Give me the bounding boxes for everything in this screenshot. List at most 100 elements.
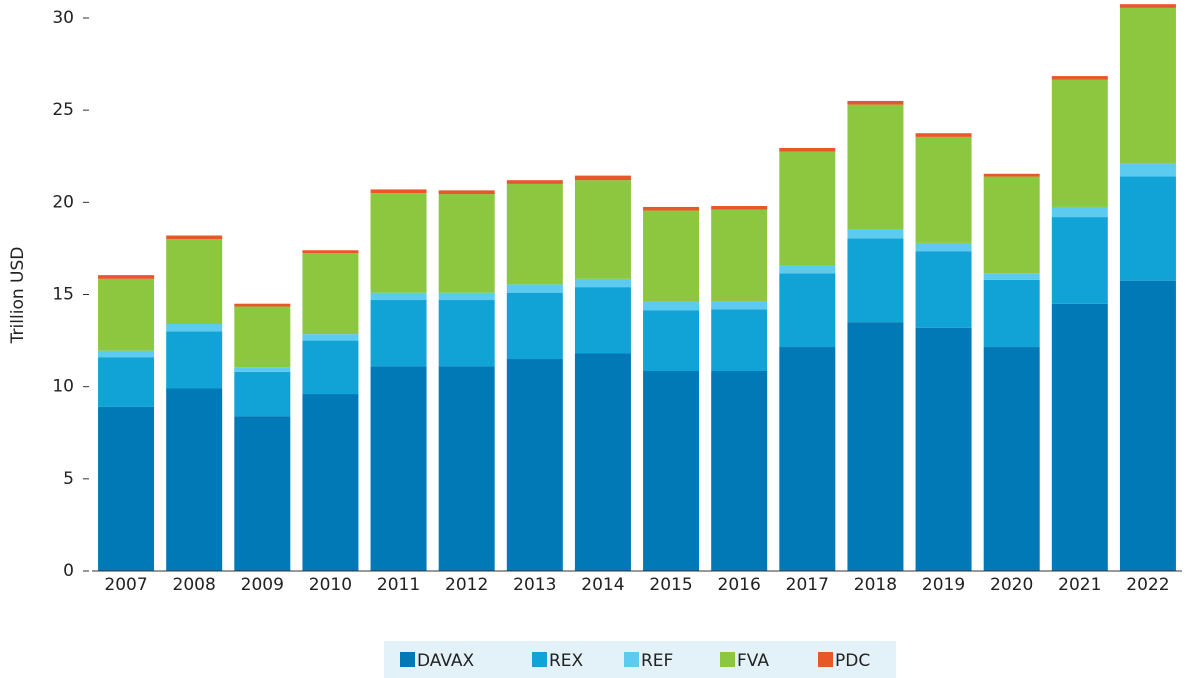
bar-segment — [915, 242, 972, 252]
legend-label: FVA — [737, 651, 769, 671]
bar-segment — [847, 229, 904, 239]
x-tick-label: 2008 — [173, 575, 216, 595]
bar-segment — [643, 210, 700, 302]
bar-segment — [370, 300, 427, 367]
bar-segment — [983, 173, 1040, 177]
bar-segment — [915, 136, 972, 243]
bar-segment — [166, 331, 223, 389]
bar-segment — [847, 322, 904, 571]
y-tick-label: 20 — [52, 192, 74, 212]
bar-segment — [234, 371, 291, 417]
y-tick-label: 25 — [52, 100, 74, 120]
bar-segment — [1119, 4, 1176, 8]
bar-segment — [506, 284, 563, 293]
x-tick-label: 2022 — [1126, 575, 1169, 595]
bar-segment — [1119, 280, 1176, 571]
bar-segment — [574, 278, 631, 288]
legend-label: REX — [549, 651, 584, 671]
bar-segment — [574, 180, 631, 279]
bar-segment — [779, 147, 836, 152]
bar-segment — [711, 370, 768, 571]
bar-segment — [234, 306, 291, 368]
legend-swatch — [720, 652, 735, 667]
x-tick-label: 2010 — [309, 575, 352, 595]
bar-segment — [302, 250, 359, 254]
bar-segment — [1051, 79, 1108, 207]
bar-segment — [915, 251, 972, 328]
bar-segment — [574, 353, 631, 571]
bar-segment — [302, 394, 359, 571]
x-tick-label: 2014 — [581, 575, 624, 595]
bar-segment — [370, 366, 427, 571]
bar-segment — [1051, 303, 1108, 571]
bar-segment — [506, 359, 563, 571]
bar-segment — [915, 327, 972, 571]
bar-segment — [643, 370, 700, 571]
x-tick-label: 2020 — [990, 575, 1033, 595]
bar-segment — [98, 278, 155, 351]
bar-segment — [1119, 176, 1176, 281]
bar-segment — [166, 323, 223, 332]
bar-segment — [574, 175, 631, 181]
bar-segment — [1119, 7, 1176, 164]
bar-segment — [711, 206, 768, 210]
bar-segment — [711, 300, 768, 310]
legend-label: REF — [641, 651, 673, 671]
bar-segment — [166, 239, 223, 324]
x-tick-label: 2011 — [377, 575, 420, 595]
legend-label: DAVAX — [417, 651, 475, 671]
bar-segment — [1051, 217, 1108, 304]
bar-segment — [847, 100, 904, 105]
x-tick-label: 2017 — [786, 575, 829, 595]
legend-swatch — [624, 652, 639, 667]
bar-segment — [779, 151, 836, 266]
bar-segment — [98, 357, 155, 407]
bar-segment — [711, 309, 768, 371]
bar-segment — [234, 367, 291, 372]
bar-segment — [847, 104, 904, 230]
bar-segment — [166, 235, 223, 240]
bar-segment — [370, 292, 427, 301]
bar-segment — [983, 273, 1040, 280]
bar-segment — [915, 133, 972, 137]
bar-segment — [166, 388, 223, 571]
bar-segment — [643, 206, 700, 211]
bar-segment — [438, 190, 495, 195]
bar-segment — [779, 265, 836, 274]
bar-segment — [98, 350, 155, 358]
bar-segment — [234, 303, 291, 307]
y-tick-label: 15 — [52, 285, 74, 305]
bar-segment — [711, 209, 768, 301]
bar-segment — [574, 287, 631, 354]
bar-segment — [983, 347, 1040, 571]
bar-segment — [506, 180, 563, 184]
legend-label: PDC — [835, 651, 870, 671]
bar-segment — [506, 292, 563, 360]
bar-segment — [1119, 163, 1176, 177]
bar-segment — [302, 253, 359, 335]
legend-swatch — [532, 652, 547, 667]
bar-segment — [847, 238, 904, 323]
x-tick-label: 2021 — [1058, 575, 1101, 595]
bar-segment — [983, 279, 1040, 348]
bar-segment — [302, 340, 359, 395]
legend-swatch — [400, 652, 415, 667]
legend-background — [384, 641, 896, 678]
bar-segment — [1051, 206, 1108, 218]
bar-segment — [779, 273, 836, 348]
x-tick-label: 2012 — [445, 575, 488, 595]
x-tick-label: 2019 — [922, 575, 965, 595]
bar-segment — [643, 310, 700, 371]
y-axis-label: Trillion USD — [8, 247, 28, 345]
bar-segment — [438, 194, 495, 293]
bar-segment — [438, 292, 495, 301]
bar-segment — [370, 193, 427, 293]
bar-segment — [98, 275, 155, 279]
y-tick-label: 5 — [63, 469, 74, 489]
bar-segment — [779, 347, 836, 571]
bar-segment — [234, 416, 291, 571]
bar-segment — [506, 183, 563, 285]
bar-segment — [98, 406, 155, 571]
x-tick-label: 2013 — [513, 575, 556, 595]
bar-segment — [983, 176, 1040, 274]
